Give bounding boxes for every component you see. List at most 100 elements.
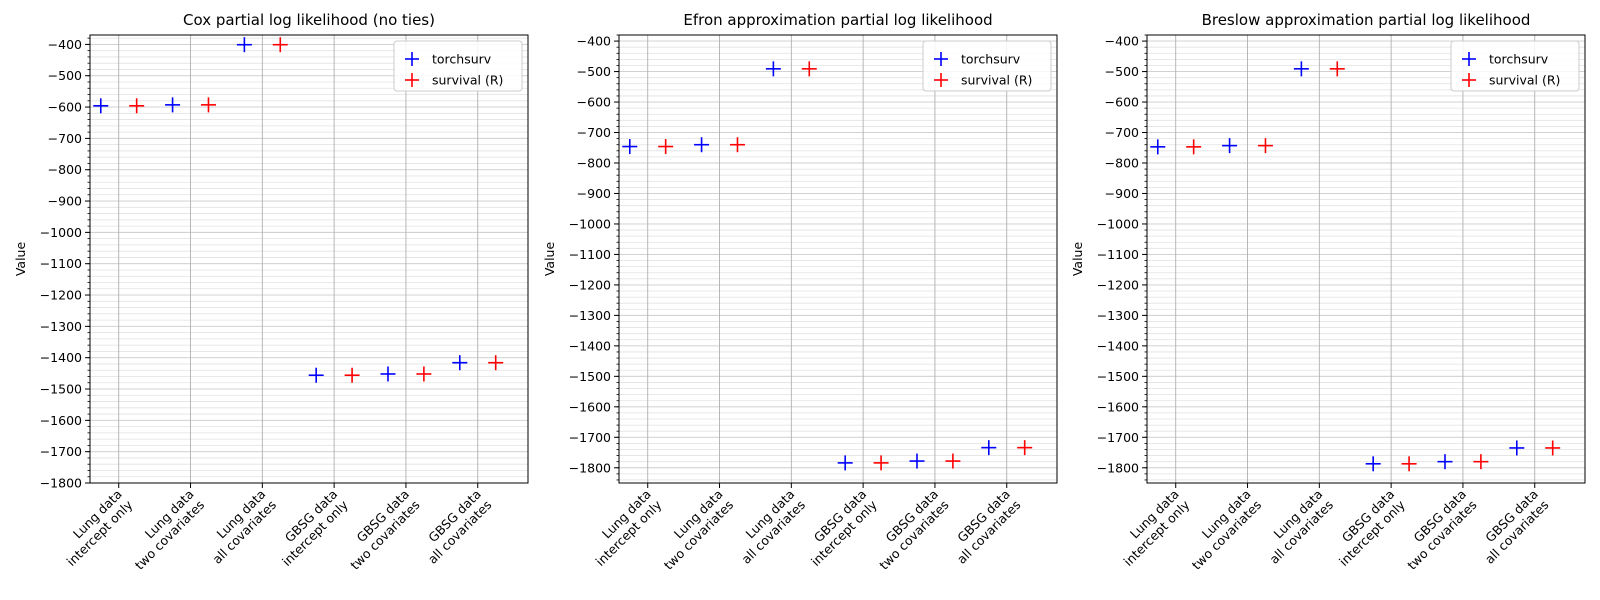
- data-point-torchsurv: [452, 355, 468, 371]
- legend-marker: [405, 73, 419, 87]
- data-point-survival-r-: [1473, 454, 1489, 470]
- x-tick-label: GBSG dataall covariates: [414, 487, 494, 567]
- y-tick-label: −1100: [40, 256, 82, 271]
- y-tick-label: −800: [577, 156, 611, 171]
- x-tick-label: Lung dataall covariates: [1256, 487, 1336, 567]
- x-tick-label: Lung dataintercept only: [53, 486, 136, 569]
- x-tick-label: GBSG dataintercept only: [1325, 486, 1408, 569]
- y-axis-label: Value: [1070, 242, 1085, 277]
- data-point-survival-r-: [488, 355, 504, 371]
- y-tick-label: −1700: [40, 444, 82, 459]
- y-axis-label: Value: [542, 242, 557, 277]
- y-tick-label: −1800: [569, 460, 611, 475]
- y-tick-label: −1400: [569, 338, 611, 353]
- x-tick-label: GBSG datatwo covariates: [337, 487, 423, 573]
- x-tick-label: GBSG dataintercept only: [268, 486, 351, 569]
- data-point-torchsurv: [1365, 456, 1381, 472]
- y-tick-label: −500: [1105, 64, 1139, 79]
- data-point-torchsurv: [622, 139, 638, 155]
- data-point-survival-r-: [945, 453, 961, 469]
- y-tick-label: −1100: [1097, 247, 1139, 262]
- legend-marker: [1462, 52, 1476, 66]
- data-point-survival-r-: [729, 137, 745, 153]
- x-tick-label: Lung dataall covariates: [199, 487, 279, 567]
- y-tick-label: −1700: [1097, 430, 1139, 445]
- y-tick-label: −800: [48, 162, 82, 177]
- y-tick-label: −1800: [40, 476, 82, 491]
- data-point-survival-r-: [129, 98, 145, 114]
- legend-entry-label: torchsurv: [961, 52, 1021, 67]
- plot-frame: [1146, 34, 1586, 484]
- data-point-torchsurv: [694, 137, 710, 153]
- data-point-torchsurv: [380, 366, 396, 382]
- data-point-survival-r-: [658, 139, 674, 155]
- data-point-survival-r-: [416, 366, 432, 382]
- data-point-torchsurv: [909, 453, 925, 469]
- legend-entry-label: survival (R): [432, 73, 503, 88]
- y-tick-label: −600: [577, 95, 611, 110]
- chart-title: Efron approximation partial log likeliho…: [683, 11, 992, 29]
- y-tick-label: −1300: [569, 308, 611, 323]
- data-point-torchsurv: [765, 61, 781, 77]
- y-tick-label: −1100: [569, 247, 611, 262]
- legend-marker: [1462, 73, 1476, 87]
- data-point-torchsurv: [1509, 440, 1525, 456]
- y-tick-label: −1500: [569, 369, 611, 384]
- chart-title: Cox partial log likelihood (no ties): [183, 11, 435, 29]
- chart-panel-3: −400 −500 −600 −700 −800 −900 −1000 −1100 −1200 −…: [1070, 11, 1586, 573]
- x-tick-label: GBSG dataall covariates: [943, 487, 1023, 567]
- y-tick-label: −700: [48, 131, 82, 146]
- data-point-torchsurv: [837, 455, 853, 471]
- x-tick-label: GBSG datatwo covariates: [1394, 487, 1480, 573]
- data-point-survival-r-: [1545, 440, 1561, 456]
- legend-entry-label: torchsurv: [1489, 52, 1549, 67]
- legend-box: [1450, 40, 1580, 92]
- y-tick-label: −1400: [40, 350, 82, 365]
- x-tick-label: GBSG dataintercept only: [797, 486, 880, 569]
- data-point-torchsurv: [165, 97, 181, 113]
- y-tick-label: −800: [1105, 156, 1139, 171]
- y-tick-label: −600: [48, 100, 82, 115]
- data-point-torchsurv: [1437, 454, 1453, 470]
- legend-entry-label: survival (R): [961, 73, 1032, 88]
- x-tick-label: GBSG dataall covariates: [1471, 487, 1551, 567]
- legend-box: [393, 40, 523, 92]
- y-tick-label: −400: [577, 34, 611, 49]
- legend-entry-label: survival (R): [1489, 73, 1560, 88]
- y-tick-label: −1000: [1097, 216, 1139, 231]
- data-point-survival-r-: [801, 61, 817, 77]
- y-tick-label: −700: [1105, 125, 1139, 140]
- y-tick-label: −1800: [1097, 460, 1139, 475]
- legend-box: [922, 40, 1052, 92]
- y-tick-label: −900: [1105, 186, 1139, 201]
- x-tick-label: Lung dataintercept only: [582, 486, 665, 569]
- y-tick-label: −1600: [1097, 399, 1139, 414]
- y-tick-label: −1000: [40, 225, 82, 240]
- y-tick-label: −1500: [1097, 369, 1139, 384]
- legend: torchsurv survival (R): [922, 40, 1052, 92]
- y-tick-label: −600: [1105, 95, 1139, 110]
- y-tick-label: −1500: [40, 382, 82, 397]
- y-tick-label: −1300: [40, 319, 82, 334]
- x-tick-label: GBSG datatwo covariates: [866, 487, 952, 573]
- y-tick-label: −900: [48, 194, 82, 209]
- legend-entry-label: torchsurv: [432, 52, 492, 67]
- chart-panel-2: −400 −500 −600 −700 −800 −900 −1000 −1100 −1200 −…: [542, 11, 1058, 573]
- data-point-survival-r-: [873, 455, 889, 471]
- legend: torchsurv survival (R): [1450, 40, 1580, 92]
- chart-panel-1: −400 −500 −600 −700 −800 −900 −1000 −1100 −1200 −…: [13, 11, 529, 573]
- data-point-torchsurv: [1150, 139, 1166, 155]
- plot-frame: [618, 34, 1058, 484]
- y-tick-label: −500: [48, 68, 82, 83]
- data-point-torchsurv: [1293, 61, 1309, 77]
- y-tick-label: −400: [48, 37, 82, 52]
- data-point-survival-r-: [200, 97, 216, 113]
- y-tick-label: −700: [577, 125, 611, 140]
- data-point-survival-r-: [1329, 61, 1345, 77]
- data-point-survival-r-: [1401, 456, 1417, 472]
- x-tick-label: Lung datatwo covariates: [650, 487, 736, 573]
- data-point-survival-r-: [344, 367, 360, 383]
- y-tick-label: −400: [1105, 34, 1139, 49]
- y-tick-label: −1300: [1097, 308, 1139, 323]
